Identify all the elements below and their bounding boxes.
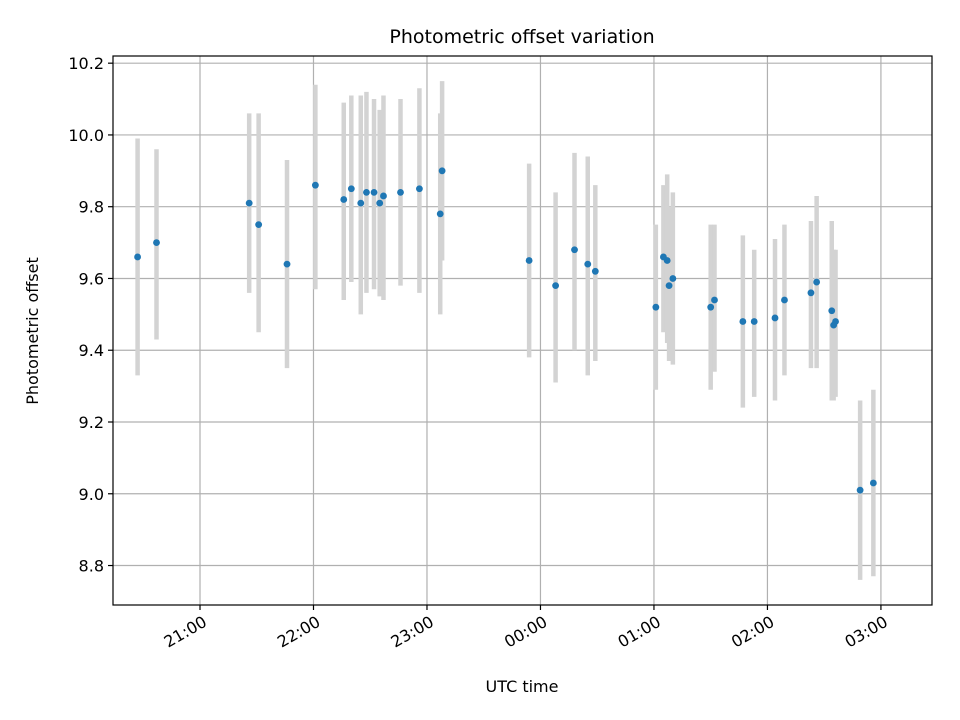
data-point: [376, 199, 384, 207]
data-point: [283, 260, 291, 268]
chart-title: Photometric offset variation: [389, 26, 654, 48]
data-points: [134, 167, 877, 494]
data-point: [552, 282, 560, 290]
data-point: [134, 253, 141, 261]
data-point: [357, 199, 365, 207]
data-point: [571, 246, 578, 254]
y-tick-label: 9.2: [79, 413, 104, 432]
data-point: [813, 278, 821, 286]
y-tick-label: 8.8: [79, 557, 104, 576]
x-axis-label: UTC time: [486, 677, 559, 696]
data-point: [707, 303, 715, 311]
y-tick-label: 10.0: [68, 126, 104, 145]
x-tick-label: 01:00: [615, 612, 664, 652]
data-point: [525, 257, 533, 264]
y-tick-label: 10.2: [68, 54, 104, 73]
y-tick-label: 9.4: [79, 341, 104, 360]
data-point: [311, 181, 319, 189]
data-point: [669, 275, 677, 282]
x-tick-label: 02:00: [728, 612, 777, 652]
data-point: [438, 167, 446, 175]
x-tick-label: 00:00: [501, 612, 550, 652]
data-point: [347, 185, 355, 193]
data-point: [591, 267, 599, 275]
y-axis-ticks: 8.8 9.0 9.2 9.4 9.6 9.8 10.0 10.2: [68, 54, 113, 576]
data-point: [828, 307, 836, 315]
data-point: [771, 314, 779, 322]
data-point: [663, 257, 671, 264]
x-axis-ticks: 21:00 22:00 23:00 00:00 01:00 02:00 03:00: [161, 605, 891, 652]
data-point: [652, 303, 660, 311]
data-point: [370, 188, 378, 196]
data-point: [380, 192, 387, 200]
data-point: [665, 282, 673, 290]
data-point: [436, 210, 444, 218]
data-point: [856, 486, 864, 494]
data-point: [807, 289, 815, 297]
y-axis-label: Photometric offset: [23, 257, 42, 405]
data-point: [832, 318, 839, 325]
data-point: [739, 318, 747, 325]
data-point: [397, 188, 404, 196]
data-point: [340, 196, 348, 203]
x-tick-label: 23:00: [388, 612, 437, 652]
y-tick-label: 9.8: [79, 198, 104, 217]
data-point: [750, 318, 758, 325]
data-point: [869, 479, 877, 487]
data-point: [245, 199, 253, 207]
x-tick-label: 21:00: [161, 612, 210, 652]
y-tick-label: 9.0: [79, 485, 104, 504]
error-bars: [135, 81, 876, 580]
data-point: [363, 188, 370, 196]
data-point: [711, 296, 718, 304]
data-point: [255, 221, 263, 229]
x-tick-label: 22:00: [274, 612, 323, 652]
x-tick-label: 03:00: [841, 612, 890, 652]
data-point: [584, 260, 592, 268]
y-tick-label: 9.6: [79, 269, 104, 288]
data-point: [416, 185, 423, 193]
data-point: [781, 296, 788, 304]
data-point: [153, 239, 160, 246]
plot-frame: [112, 55, 933, 606]
